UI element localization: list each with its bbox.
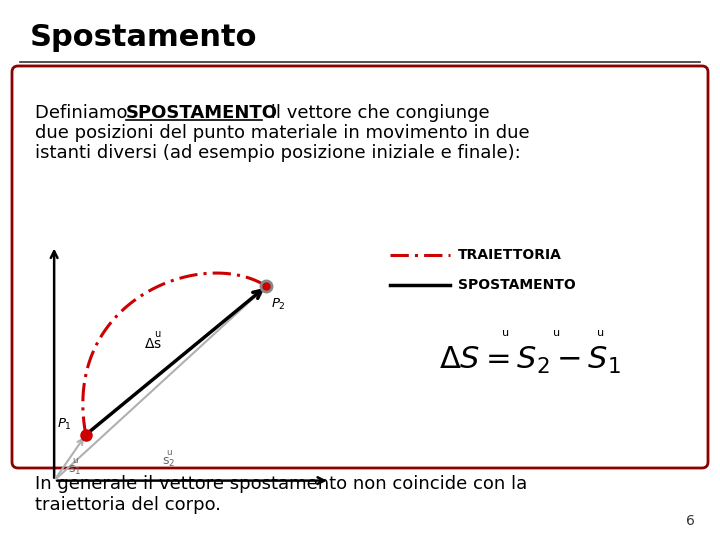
Text: Spostamento: Spostamento: [30, 24, 258, 52]
Text: $\sf u$: $\sf u$: [501, 328, 509, 338]
Text: $\overset{\sf u}{s_1}$: $\overset{\sf u}{s_1}$: [68, 456, 82, 477]
Text: $\Delta \overset{\sf u}{s}$: $\Delta \overset{\sf u}{s}$: [145, 332, 163, 352]
Text: $P_2$: $P_2$: [271, 297, 286, 312]
Text: SPOSTAMENTO: SPOSTAMENTO: [126, 104, 278, 122]
Text: istanti diversi (ad esempio posizione iniziale e finale):: istanti diversi (ad esempio posizione in…: [35, 144, 521, 162]
FancyBboxPatch shape: [12, 66, 708, 468]
Text: 6: 6: [686, 514, 695, 528]
Text: due posizioni del punto materiale in movimento in due: due posizioni del punto materiale in mov…: [35, 124, 530, 142]
Text: $P_1$: $P_1$: [58, 417, 72, 432]
Text: $\sf u$: $\sf u$: [596, 328, 604, 338]
Text: traiettoria del corpo.: traiettoria del corpo.: [35, 496, 221, 514]
Text: Definiamo: Definiamo: [35, 104, 133, 122]
Text: il vettore che congiunge: il vettore che congiunge: [265, 104, 490, 122]
Text: TRAIETTORIA: TRAIETTORIA: [458, 248, 562, 262]
Text: In generale il vettore spostamento non coincide con la: In generale il vettore spostamento non c…: [35, 475, 527, 493]
Text: $\sf u$: $\sf u$: [552, 328, 560, 338]
Text: $\overset{\sf u}{s_2}$: $\overset{\sf u}{s_2}$: [162, 448, 175, 469]
Text: $\Delta S = S_2 - S_1$: $\Delta S = S_2 - S_1$: [439, 345, 621, 375]
Text: SPOSTAMENTO: SPOSTAMENTO: [458, 278, 576, 292]
